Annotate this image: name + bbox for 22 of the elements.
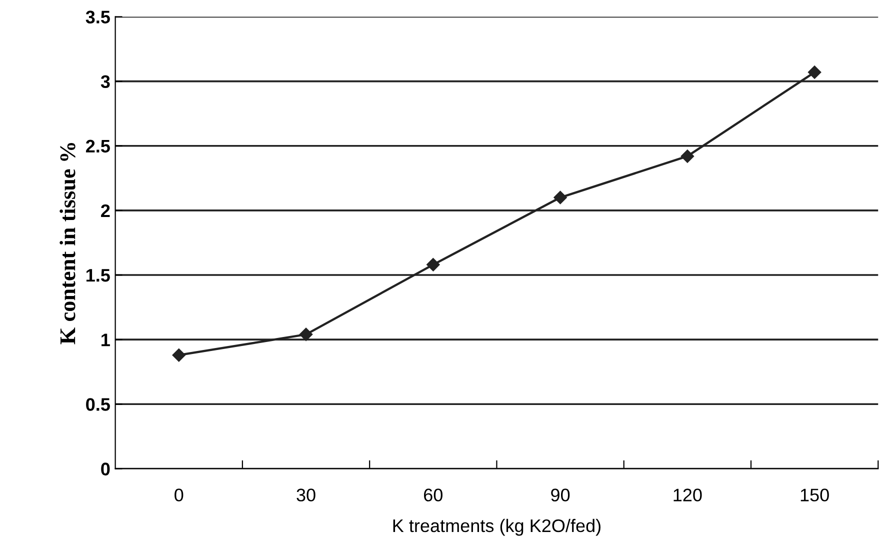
x-tick-label: 30 — [296, 488, 316, 502]
x-tick-label: 120 — [674, 488, 702, 502]
y-tick-label: 2.5 — [86, 140, 110, 153]
point — [554, 190, 567, 204]
y-tick-label: 2 — [101, 204, 110, 217]
y-tick-label: 1.5 — [86, 269, 110, 282]
point — [808, 66, 822, 79]
y-tick-label: 0 — [101, 462, 110, 476]
point — [680, 150, 694, 163]
x-tick-label: 150 — [800, 488, 829, 502]
point — [299, 328, 313, 342]
x-tick-label: 0 — [174, 488, 184, 502]
x-tick-label: 90 — [551, 488, 570, 502]
y-tick-label: 3 — [100, 75, 110, 88]
x-tick-label: 60 — [424, 488, 442, 502]
y-tick-label: 3.5 — [86, 10, 110, 24]
y-axis-title: K content in tissue % — [60, 142, 76, 344]
point — [172, 348, 186, 362]
y-tick-label: 0.5 — [86, 398, 110, 411]
point — [426, 258, 440, 272]
x-axis-title: K treatments (kg K2O/fed) — [393, 518, 600, 536]
y-tick-label: 1 — [102, 334, 110, 346]
